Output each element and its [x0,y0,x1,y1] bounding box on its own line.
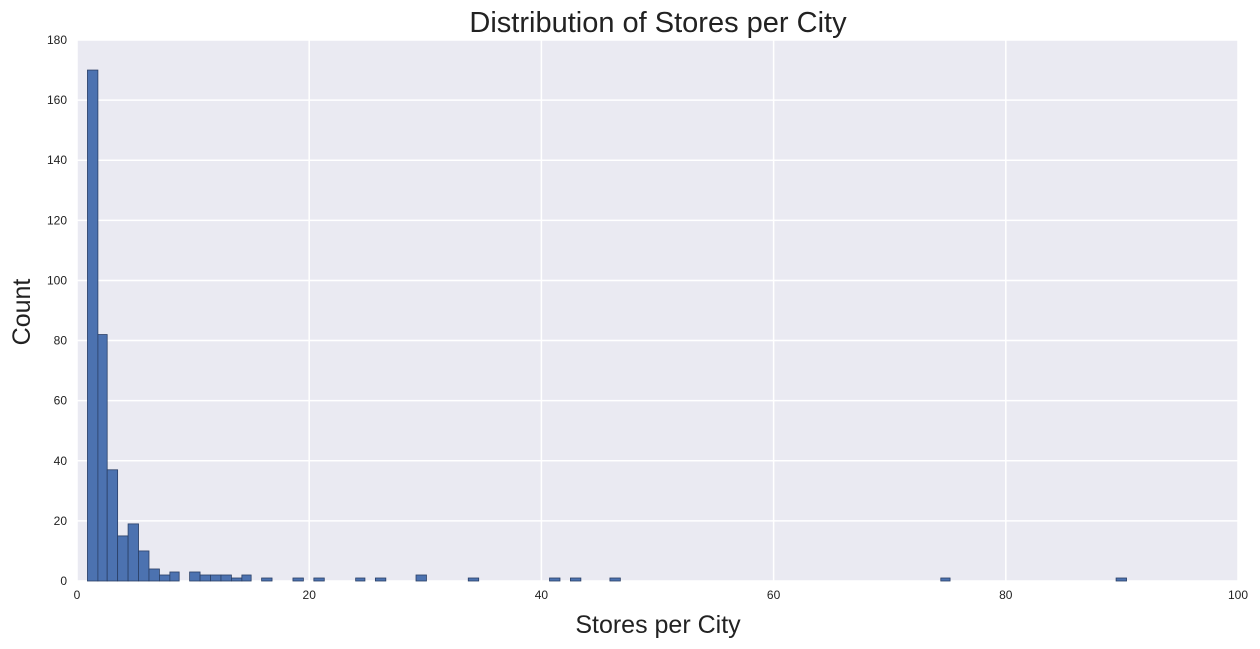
histogram-bar [138,550,150,582]
y-axis-ticks: 0 20 40 60 80 100 120 140 160 180 [47,33,67,588]
histogram-bar [231,577,243,582]
x-tick-label: 40 [535,588,549,602]
histogram-bar [106,469,119,582]
x-tick-label: 60 [767,588,781,602]
histogram-bar [148,568,160,582]
histogram-bar [189,571,201,582]
histogram-bar [241,574,252,582]
histogram-bar [127,523,139,582]
y-tick-label: 0 [60,574,67,588]
histogram-bar [313,577,325,582]
histogram-bar [609,577,621,582]
y-tick-label: 80 [54,334,68,348]
y-tick-label: 120 [47,213,67,227]
histogram-bar [549,577,561,582]
plot-background [77,40,1238,581]
histogram-bar [292,577,304,582]
histogram-bar [415,574,427,582]
y-tick-label: 140 [47,153,67,167]
histogram-bar [220,574,232,582]
y-tick-label: 20 [54,514,68,528]
histogram-bar [1115,577,1127,582]
y-tick-label: 40 [54,454,68,468]
chart-title: Distribution of Stores per City [469,7,847,39]
y-axis-label: Count [8,279,36,346]
x-tick-label: 20 [303,588,317,602]
histogram-bar [169,571,180,582]
y-tick-label: 60 [54,394,68,408]
grid-lines [76,39,1239,582]
y-tick-label: 180 [47,33,67,47]
histogram-bar [355,577,366,582]
y-tick-label: 160 [47,93,67,107]
x-tick-label: 100 [1228,588,1248,602]
histogram-bar [117,535,129,582]
x-tick-label: 0 [74,588,81,602]
histogram-bars [87,69,1127,582]
x-axis-label: Stores per City [575,611,741,639]
histogram-bar [467,577,480,582]
histogram-bar [159,574,171,582]
histogram-bar [570,577,582,582]
x-tick-label: 80 [999,588,1013,602]
histogram-bar [261,577,273,582]
histogram-bar [87,69,99,582]
histogram-bar [374,577,387,582]
histogram-bar [210,574,222,582]
histogram-bar [199,574,211,582]
histogram-bar [940,577,951,582]
histogram-bar [97,334,108,582]
x-axis-ticks: 0 20 40 60 80 100 [74,588,1249,602]
y-tick-label: 100 [47,273,67,287]
